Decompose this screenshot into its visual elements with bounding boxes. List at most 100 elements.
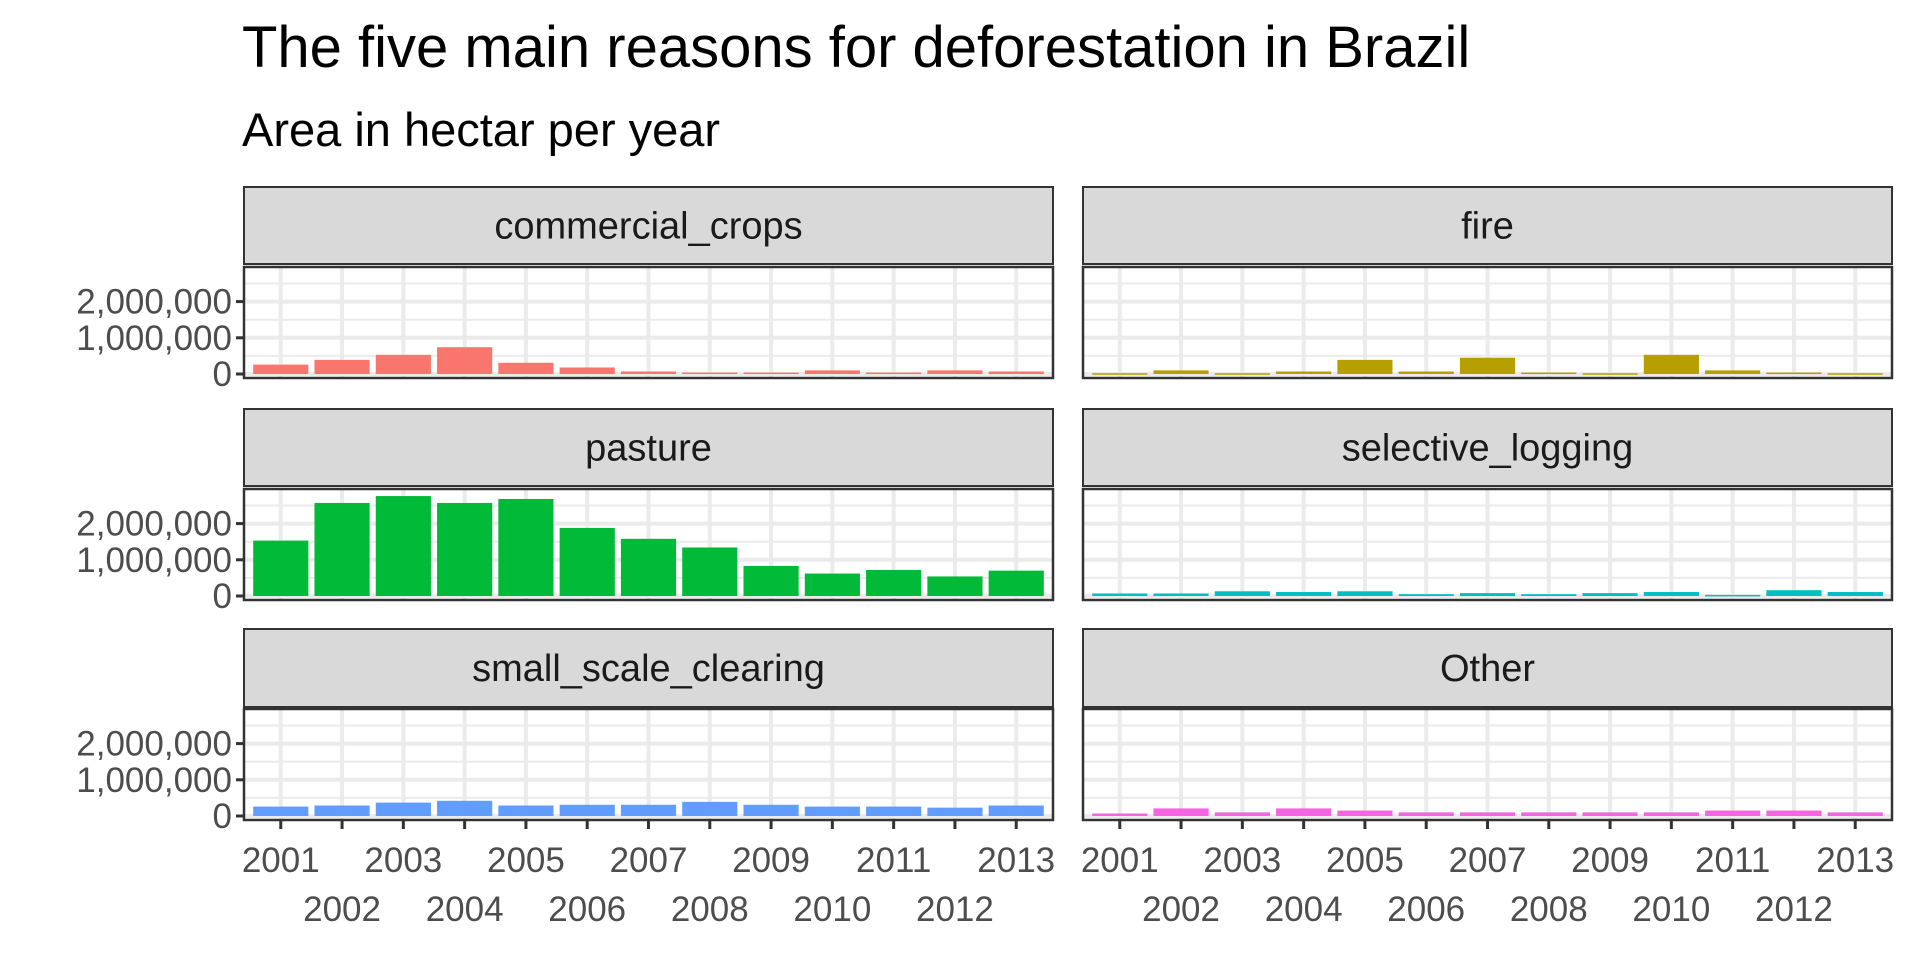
y-tick-label: 1,000,000 bbox=[76, 541, 232, 580]
bar-selective_logging-2010 bbox=[1643, 592, 1699, 596]
panel-border bbox=[242, 487, 1055, 602]
bar-fire-2008 bbox=[1521, 372, 1577, 375]
x-tick-label: 2005 bbox=[487, 841, 565, 880]
bar-small_scale_clearing-2006 bbox=[559, 804, 615, 816]
bar-small_scale_clearing-2013 bbox=[988, 805, 1044, 816]
bar-selective_logging-2004 bbox=[1276, 592, 1332, 596]
facet-strip bbox=[243, 628, 1054, 708]
bar-pasture-2013 bbox=[988, 570, 1044, 596]
bar-commercial_crops-2011 bbox=[866, 372, 922, 375]
bar-fire-2001 bbox=[1092, 373, 1148, 375]
chart-subtitle: Area in hectar per year bbox=[242, 103, 721, 156]
facet-strip-label: Other bbox=[1440, 648, 1535, 690]
bar-small_scale_clearing-2011 bbox=[866, 806, 922, 816]
x-tick-label: 2002 bbox=[303, 890, 381, 929]
y-tick-label: 2,000,000 bbox=[76, 505, 232, 544]
bar-fire-2013 bbox=[1827, 373, 1883, 375]
x-tick-label: 2001 bbox=[1081, 841, 1159, 880]
bar-fire-2005 bbox=[1337, 359, 1393, 374]
bar-small_scale_clearing-2002 bbox=[314, 805, 370, 816]
bar-Other-2008 bbox=[1521, 812, 1577, 816]
facet-strip bbox=[243, 408, 1054, 487]
bar-pasture-2010 bbox=[804, 573, 860, 596]
facet-strip bbox=[1082, 408, 1893, 487]
bar-commercial_crops-2007 bbox=[620, 371, 677, 374]
bar-fire-2002 bbox=[1153, 370, 1209, 374]
bar-small_scale_clearing-2007 bbox=[620, 804, 677, 816]
x-tick-label: 2013 bbox=[1816, 841, 1894, 880]
bar-commercial_crops-2010 bbox=[804, 370, 860, 374]
bar-small_scale_clearing-2012 bbox=[927, 807, 983, 816]
x-tick-label: 2006 bbox=[548, 890, 626, 929]
facet-strip-label: fire bbox=[1461, 206, 1514, 248]
x-tick-label: 2009 bbox=[1571, 841, 1649, 880]
bar-Other-2002 bbox=[1153, 808, 1209, 816]
x-tick-label: 2006 bbox=[1387, 890, 1465, 929]
x-tick-label: 2004 bbox=[1265, 890, 1343, 929]
y-tick-label: 1,000,000 bbox=[76, 761, 232, 800]
bar-small_scale_clearing-2003 bbox=[375, 802, 431, 816]
x-tick-label: 2008 bbox=[1510, 890, 1588, 929]
y-tick-label: 2,000,000 bbox=[76, 725, 232, 764]
bar-commercial_crops-2005 bbox=[498, 362, 554, 374]
bar-pasture-2012 bbox=[927, 576, 983, 596]
bar-commercial_crops-2013 bbox=[988, 371, 1044, 374]
bar-Other-2004 bbox=[1276, 808, 1332, 816]
bar-small_scale_clearing-2004 bbox=[437, 800, 493, 816]
x-tick-label: 2013 bbox=[977, 841, 1055, 880]
x-tick-label: 2010 bbox=[793, 890, 871, 929]
x-tick-label: 2012 bbox=[916, 890, 994, 929]
bar-pasture-2003 bbox=[375, 496, 431, 596]
bar-fire-2004 bbox=[1276, 371, 1332, 374]
panel-border bbox=[1081, 265, 1894, 380]
bar-small_scale_clearing-2001 bbox=[253, 806, 309, 816]
bar-fire-2012 bbox=[1766, 372, 1822, 375]
bar-fire-2006 bbox=[1398, 371, 1454, 374]
y-tick-label: 1,000,000 bbox=[76, 319, 232, 358]
y-tick-label: 0 bbox=[213, 577, 232, 616]
bar-selective_logging-2008 bbox=[1521, 594, 1577, 596]
bar-commercial_crops-2003 bbox=[375, 354, 431, 374]
bar-selective_logging-2003 bbox=[1214, 591, 1270, 596]
bar-fire-2011 bbox=[1705, 370, 1761, 374]
bar-Other-2007 bbox=[1459, 812, 1516, 816]
x-tick-label: 2007 bbox=[1449, 841, 1527, 880]
x-tick-label: 2002 bbox=[1142, 890, 1220, 929]
bar-pasture-2006 bbox=[559, 527, 615, 596]
x-tick-label: 2004 bbox=[426, 890, 504, 929]
bar-Other-2013 bbox=[1827, 812, 1883, 816]
bar-pasture-2007 bbox=[620, 538, 677, 596]
x-tick-label: 2008 bbox=[671, 890, 749, 929]
bar-commercial_crops-2009 bbox=[743, 372, 799, 375]
y-tick-label: 0 bbox=[213, 797, 232, 836]
bar-Other-2010 bbox=[1643, 812, 1699, 816]
facet-strip-label: small_scale_clearing bbox=[472, 648, 825, 690]
facet-strip bbox=[243, 186, 1054, 265]
x-tick-label: 2011 bbox=[856, 841, 931, 880]
y-tick-label: 2,000,000 bbox=[76, 283, 232, 322]
bar-selective_logging-2013 bbox=[1827, 592, 1883, 596]
bar-selective_logging-2005 bbox=[1337, 591, 1393, 596]
x-tick-label: 2010 bbox=[1632, 890, 1710, 929]
bar-selective_logging-2007 bbox=[1459, 593, 1516, 596]
bar-commercial_crops-2001 bbox=[253, 364, 309, 374]
bar-pasture-2001 bbox=[253, 540, 309, 596]
bar-pasture-2004 bbox=[437, 502, 493, 596]
facet-strip-label: commercial_crops bbox=[494, 206, 802, 248]
bar-fire-2007 bbox=[1459, 357, 1516, 374]
bar-selective_logging-2002 bbox=[1153, 593, 1209, 596]
facet-strip-label: selective_logging bbox=[1342, 428, 1634, 470]
bar-Other-2009 bbox=[1582, 812, 1638, 816]
x-tick-label: 2012 bbox=[1755, 890, 1833, 929]
bar-commercial_crops-2002 bbox=[314, 359, 370, 374]
bar-pasture-2005 bbox=[498, 498, 554, 596]
bar-commercial_crops-2008 bbox=[682, 372, 738, 375]
bar-commercial_crops-2012 bbox=[927, 370, 983, 374]
x-tick-label: 2007 bbox=[610, 841, 688, 880]
x-tick-label: 2005 bbox=[1326, 841, 1404, 880]
x-tick-label: 2003 bbox=[1203, 841, 1281, 880]
bar-fire-2009 bbox=[1582, 373, 1638, 375]
bar-small_scale_clearing-2009 bbox=[743, 804, 799, 816]
bar-commercial_crops-2004 bbox=[437, 347, 493, 374]
